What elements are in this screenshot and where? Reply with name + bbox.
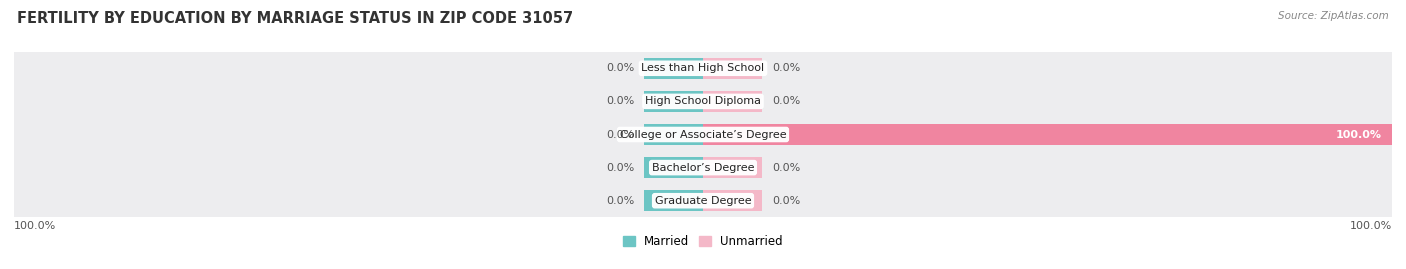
Text: 0.0%: 0.0% [606, 196, 634, 206]
Text: Graduate Degree: Graduate Degree [655, 196, 751, 206]
Bar [14, 151, 1392, 184]
Bar [644, 58, 703, 79]
Bar [644, 91, 703, 112]
Text: 0.0%: 0.0% [772, 162, 800, 173]
Text: 100.0%: 100.0% [14, 221, 56, 231]
Text: 100.0%: 100.0% [1350, 221, 1392, 231]
Text: Source: ZipAtlas.com: Source: ZipAtlas.com [1278, 11, 1389, 21]
Text: 0.0%: 0.0% [606, 96, 634, 107]
Bar [644, 157, 703, 178]
Text: FERTILITY BY EDUCATION BY MARRIAGE STATUS IN ZIP CODE 31057: FERTILITY BY EDUCATION BY MARRIAGE STATU… [17, 11, 574, 26]
Text: Bachelor’s Degree: Bachelor’s Degree [652, 162, 754, 173]
Text: 0.0%: 0.0% [606, 129, 634, 140]
Bar [14, 52, 1392, 85]
Text: 0.0%: 0.0% [772, 196, 800, 206]
Bar [703, 157, 762, 178]
Bar [644, 190, 703, 211]
Text: Less than High School: Less than High School [641, 63, 765, 73]
Legend: Married, Unmarried: Married, Unmarried [619, 230, 787, 253]
Bar [644, 124, 703, 145]
Text: High School Diploma: High School Diploma [645, 96, 761, 107]
Bar [14, 85, 1392, 118]
Bar [703, 190, 762, 211]
Text: 0.0%: 0.0% [606, 63, 634, 73]
Text: 0.0%: 0.0% [772, 96, 800, 107]
Bar [14, 118, 1392, 151]
Text: 0.0%: 0.0% [606, 162, 634, 173]
Text: 0.0%: 0.0% [772, 63, 800, 73]
Bar [14, 184, 1392, 217]
Bar [703, 91, 762, 112]
Bar [703, 124, 1392, 145]
Text: College or Associate’s Degree: College or Associate’s Degree [620, 129, 786, 140]
Bar [703, 58, 762, 79]
Text: 100.0%: 100.0% [1336, 129, 1382, 140]
